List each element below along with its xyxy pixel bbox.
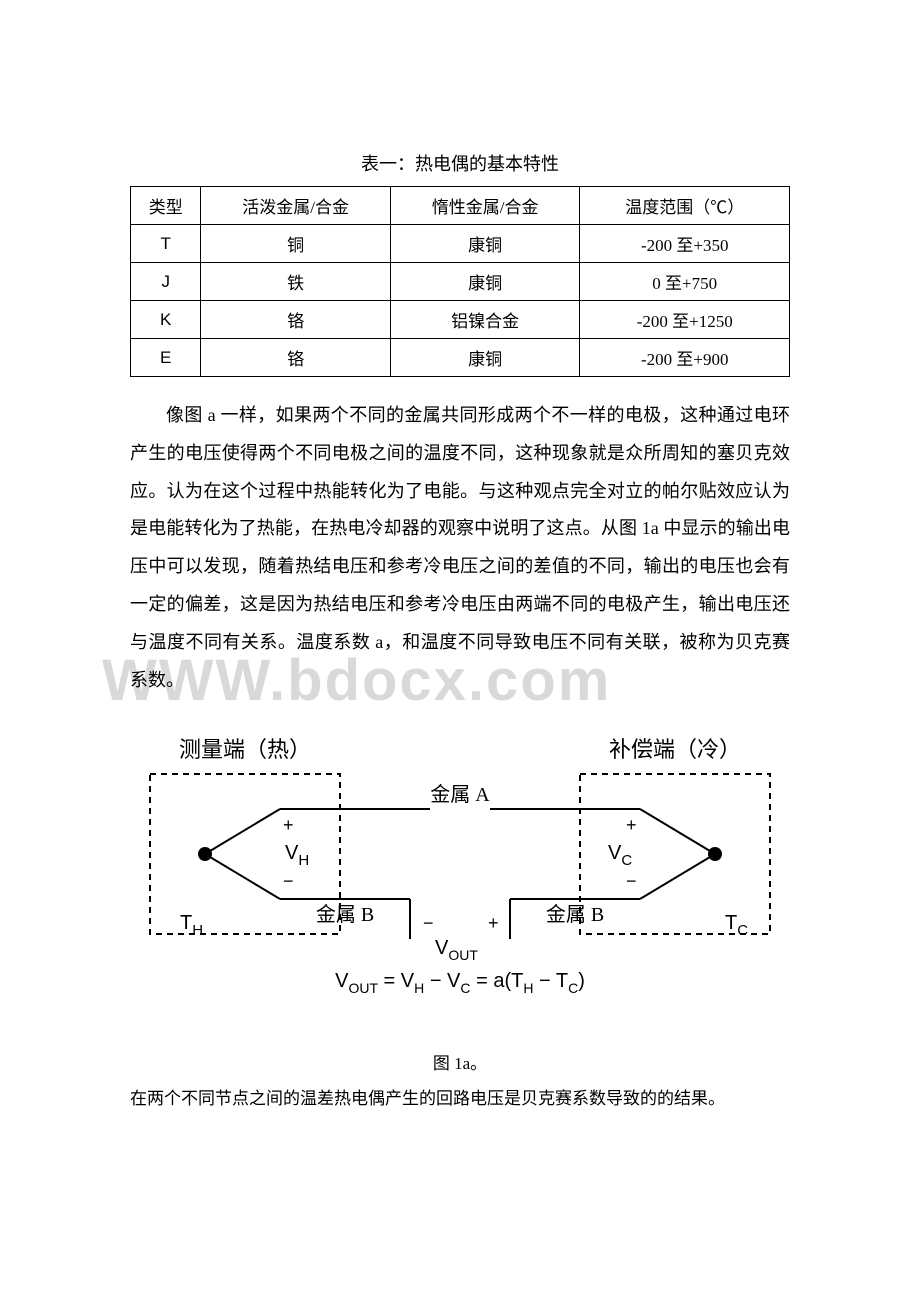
- header-range: 温度范围（℃）: [580, 187, 790, 225]
- hot-label: 测量端（热）: [179, 737, 311, 762]
- cell-range: -200 至+350: [580, 225, 790, 263]
- thermocouple-table: 类型 活泼金属/合金 惰性金属/合金 温度范围（℃） T 铜 康铜 -200 至…: [130, 186, 790, 377]
- cell-active: 铁: [201, 263, 391, 301]
- header-inert: 惰性金属/合金: [390, 187, 580, 225]
- table-row: J 铁 康铜 0 至+750: [131, 263, 790, 301]
- metal-a-label: 金属 A: [430, 783, 490, 806]
- cold-label: 补偿端（冷）: [609, 737, 741, 762]
- wire-line: [640, 809, 715, 854]
- minus-sign: −: [283, 871, 294, 891]
- wire-line: [205, 854, 280, 899]
- cell-type: E: [131, 339, 201, 377]
- formula: VOUT = VH − VC = a(TH − TC): [335, 970, 585, 996]
- cell-active: 铬: [201, 301, 391, 339]
- cell-inert: 铝镍合金: [390, 301, 580, 339]
- wire-line: [640, 854, 715, 899]
- hot-junction-box: [150, 774, 340, 934]
- table-caption: 表一：热电偶的基本特性: [130, 150, 790, 176]
- table-row: K 铬 铝镍合金 -200 至+1250: [131, 301, 790, 339]
- cell-type: T: [131, 225, 201, 263]
- cell-type: J: [131, 263, 201, 301]
- table-header-row: 类型 活泼金属/合金 惰性金属/合金 温度范围（℃）: [131, 187, 790, 225]
- header-type: 类型: [131, 187, 201, 225]
- cell-range: 0 至+750: [580, 263, 790, 301]
- wire-line: [205, 809, 280, 854]
- header-active: 活泼金属/合金: [201, 187, 391, 225]
- tc-label: TC: [725, 912, 748, 939]
- cell-type: K: [131, 301, 201, 339]
- minus-sign: −: [626, 871, 637, 891]
- table-row: T 铜 康铜 -200 至+350: [131, 225, 790, 263]
- vout-label: VOUT: [435, 937, 478, 963]
- table-row: E 铬 康铜 -200 至+900: [131, 339, 790, 377]
- cell-inert: 康铜: [390, 225, 580, 263]
- figure-caption: 图 1a。: [130, 1049, 790, 1074]
- cell-active: 铜: [201, 225, 391, 263]
- plus-sign: +: [488, 913, 499, 933]
- cell-active: 铬: [201, 339, 391, 377]
- plus-sign: +: [626, 815, 637, 835]
- vh-label: VH: [285, 842, 309, 869]
- thermocouple-diagram: 测量端（热） 补偿端（冷） 金属 A: [130, 729, 790, 1019]
- cell-inert: 康铜: [390, 263, 580, 301]
- plus-sign: +: [283, 815, 294, 835]
- bottom-text: 在两个不同节点之间的温差热电偶产生的回路电压是贝克赛系数导致的的结果。: [130, 1084, 790, 1109]
- minus-sign: −: [423, 913, 434, 933]
- main-paragraph: 像图 a 一样，如果两个不同的金属共同形成两个不一样的电极，这种通过电环产生的电…: [130, 397, 790, 699]
- cell-range: -200 至+1250: [580, 301, 790, 339]
- metal-b-left-label: 金属 B: [316, 903, 374, 926]
- metal-b-right-label: 金属 B: [546, 903, 604, 926]
- vc-label: VC: [608, 842, 632, 869]
- cell-inert: 康铜: [390, 339, 580, 377]
- cell-range: -200 至+900: [580, 339, 790, 377]
